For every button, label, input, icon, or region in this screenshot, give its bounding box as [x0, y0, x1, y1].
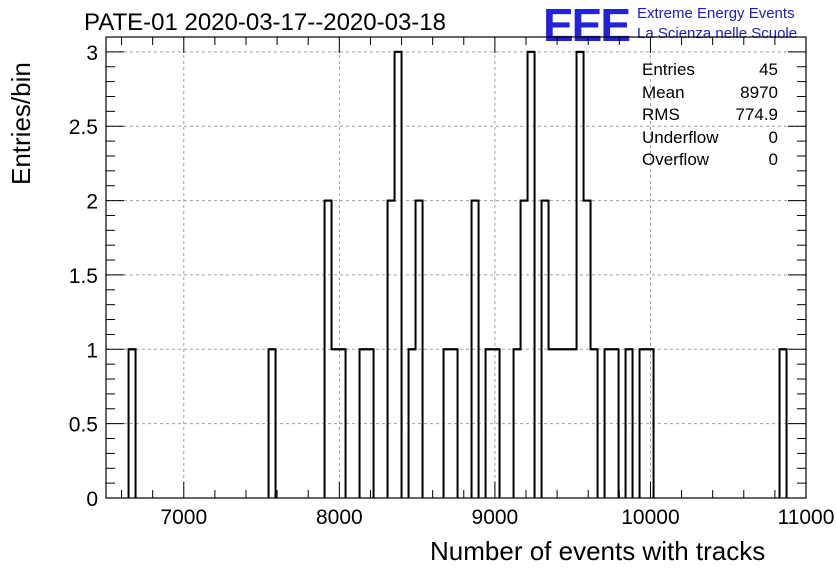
- x-tick-label: 9000: [472, 506, 519, 529]
- x-tick-label: 8000: [316, 506, 363, 529]
- stat-label: RMS: [642, 105, 680, 124]
- stat-row: Mean 8970: [642, 82, 778, 105]
- chart-title: PATE-01 2020-03-17--2020-03-18: [84, 9, 446, 36]
- stat-label: Mean: [642, 82, 685, 102]
- x-tick-label: 10000: [621, 506, 679, 529]
- stat-label: Underflow: [642, 127, 719, 147]
- x-tick-label: 11000: [778, 506, 835, 529]
- logo-line-1: Extreme Energy Events: [637, 5, 795, 22]
- y-tick-label: 1: [86, 339, 98, 362]
- y-tick-label: 2: [86, 191, 98, 214]
- x-axis-label: Number of events with tracks: [430, 536, 766, 566]
- histogram-bar-group: [407, 199, 424, 498]
- stat-value: 45: [759, 60, 778, 79]
- stats-box: Entries 45 Mean 8970 RMS 774.9 Underflow 0 Overf…: [642, 59, 778, 172]
- y-tick-label: 0: [86, 488, 98, 511]
- stat-value: 8970: [740, 82, 778, 102]
- logo-line-2: La Scienza nelle Scuole: [637, 25, 798, 42]
- stat-value: 0: [768, 127, 778, 147]
- stat-label: Overflow: [642, 150, 710, 169]
- stat-value: 774.9: [735, 105, 778, 124]
- x-tick-label: 7000: [160, 506, 207, 529]
- stat-row: Entries 45: [642, 59, 778, 82]
- stat-row: Underflow 0: [642, 127, 778, 150]
- y-tick-label: 0.5: [69, 414, 98, 437]
- stat-label: Entries: [642, 60, 695, 79]
- stat-row: Overflow 0: [642, 149, 778, 172]
- y-tick-label: 2.5: [69, 116, 98, 139]
- plot-frame: [105, 36, 807, 499]
- stat-value: 0: [768, 150, 778, 169]
- histogram-bar-group: [540, 50, 599, 498]
- stat-row: RMS 774.9: [642, 104, 778, 127]
- eee-logo: EEE: [543, 0, 631, 51]
- histogram-bar-group: [386, 50, 403, 498]
- y-tick-label: 3: [86, 42, 98, 65]
- y-tick-label: 1.5: [69, 265, 98, 288]
